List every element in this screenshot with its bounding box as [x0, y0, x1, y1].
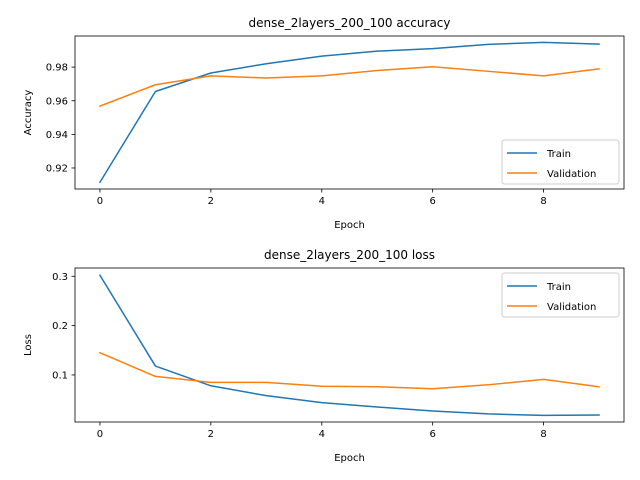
legend-validation-label: Validation	[547, 169, 596, 180]
y-tick-label: 0.96	[46, 96, 68, 107]
chart-title: dense_2layers_200_100 loss	[264, 248, 435, 262]
y-tick-label: 0.1	[52, 371, 68, 382]
x-tick-label: 0	[97, 196, 103, 207]
accuracy-chart: dense_2layers_200_100 accuracy 0 2 4 6 8 0.92…	[23, 16, 625, 231]
x-axis-title: Epoch	[334, 453, 365, 464]
y-tick-label: 0.2	[52, 321, 68, 332]
x-axis-title: Epoch	[334, 220, 365, 231]
x-tick-label: 8	[540, 196, 546, 207]
x-tick-label: 4	[319, 429, 325, 440]
y-axis-title: Loss	[23, 334, 34, 356]
y-tick-label: 0.3	[52, 272, 68, 283]
x-tick-label: 2	[208, 196, 214, 207]
legend: Train Validation	[501, 272, 620, 318]
y-axis-title: Accuracy	[23, 90, 34, 136]
y-tick-label: 0.94	[46, 130, 68, 141]
series-line-validation	[98, 66, 600, 108]
y-tick-label: 0.98	[46, 63, 68, 74]
legend-train-label: Train	[546, 149, 571, 160]
ticks: 0 2 4 6 8 0.1 0.2 0.3	[52, 272, 547, 440]
series-lines	[98, 41, 600, 184]
plot-frame	[74, 35, 625, 190]
series-line-train	[98, 274, 600, 417]
x-tick-label: 4	[319, 196, 325, 207]
ticks: 0 2 4 6 8 0.92 0.94 0.96 0.98	[46, 63, 547, 207]
loss-chart: dense_2layers_200_100 loss 0 2 4 6 8 0.1 0.2 0.…	[23, 248, 625, 464]
x-tick-label: 8	[540, 429, 546, 440]
x-tick-label: 0	[97, 429, 103, 440]
series-line-train	[98, 41, 600, 184]
legend-validation-label: Validation	[547, 302, 596, 313]
y-tick-label: 0.92	[46, 164, 68, 175]
series-line-validation	[98, 351, 600, 390]
series-lines	[98, 274, 600, 417]
x-tick-label: 2	[208, 429, 214, 440]
plot-frame	[74, 267, 625, 423]
x-tick-label: 6	[429, 196, 435, 207]
chart-title: dense_2layers_200_100 accuracy	[249, 16, 451, 30]
x-tick-label: 6	[429, 429, 435, 440]
legend-train-label: Train	[546, 282, 571, 293]
legend: Train Validation	[501, 139, 620, 185]
